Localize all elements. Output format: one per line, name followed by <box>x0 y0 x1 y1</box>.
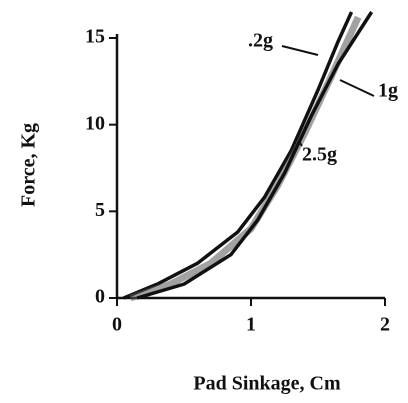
label-arrow <box>281 45 319 56</box>
x-tick-label: 1 <box>246 314 256 336</box>
label-arrow <box>299 142 303 147</box>
y-tick-label: 5 <box>95 199 105 221</box>
y-tick-label: 10 <box>85 112 105 134</box>
data-line <box>136 11 374 300</box>
series-label: 2.5g <box>302 144 337 166</box>
x-tick-label: 2 <box>380 314 390 336</box>
x-axis-label: Pad Sinkage, Cm <box>193 373 341 395</box>
y-tick-label: 15 <box>85 26 105 48</box>
y-tick-label: 0 <box>95 286 105 308</box>
label-arrow <box>339 79 375 97</box>
series-label: 1g <box>378 80 398 102</box>
series-label: .2g <box>248 30 273 52</box>
y-axis-label: Force, Kg <box>18 123 40 207</box>
data-line <box>123 11 354 300</box>
x-tick-label: 0 <box>112 314 122 336</box>
